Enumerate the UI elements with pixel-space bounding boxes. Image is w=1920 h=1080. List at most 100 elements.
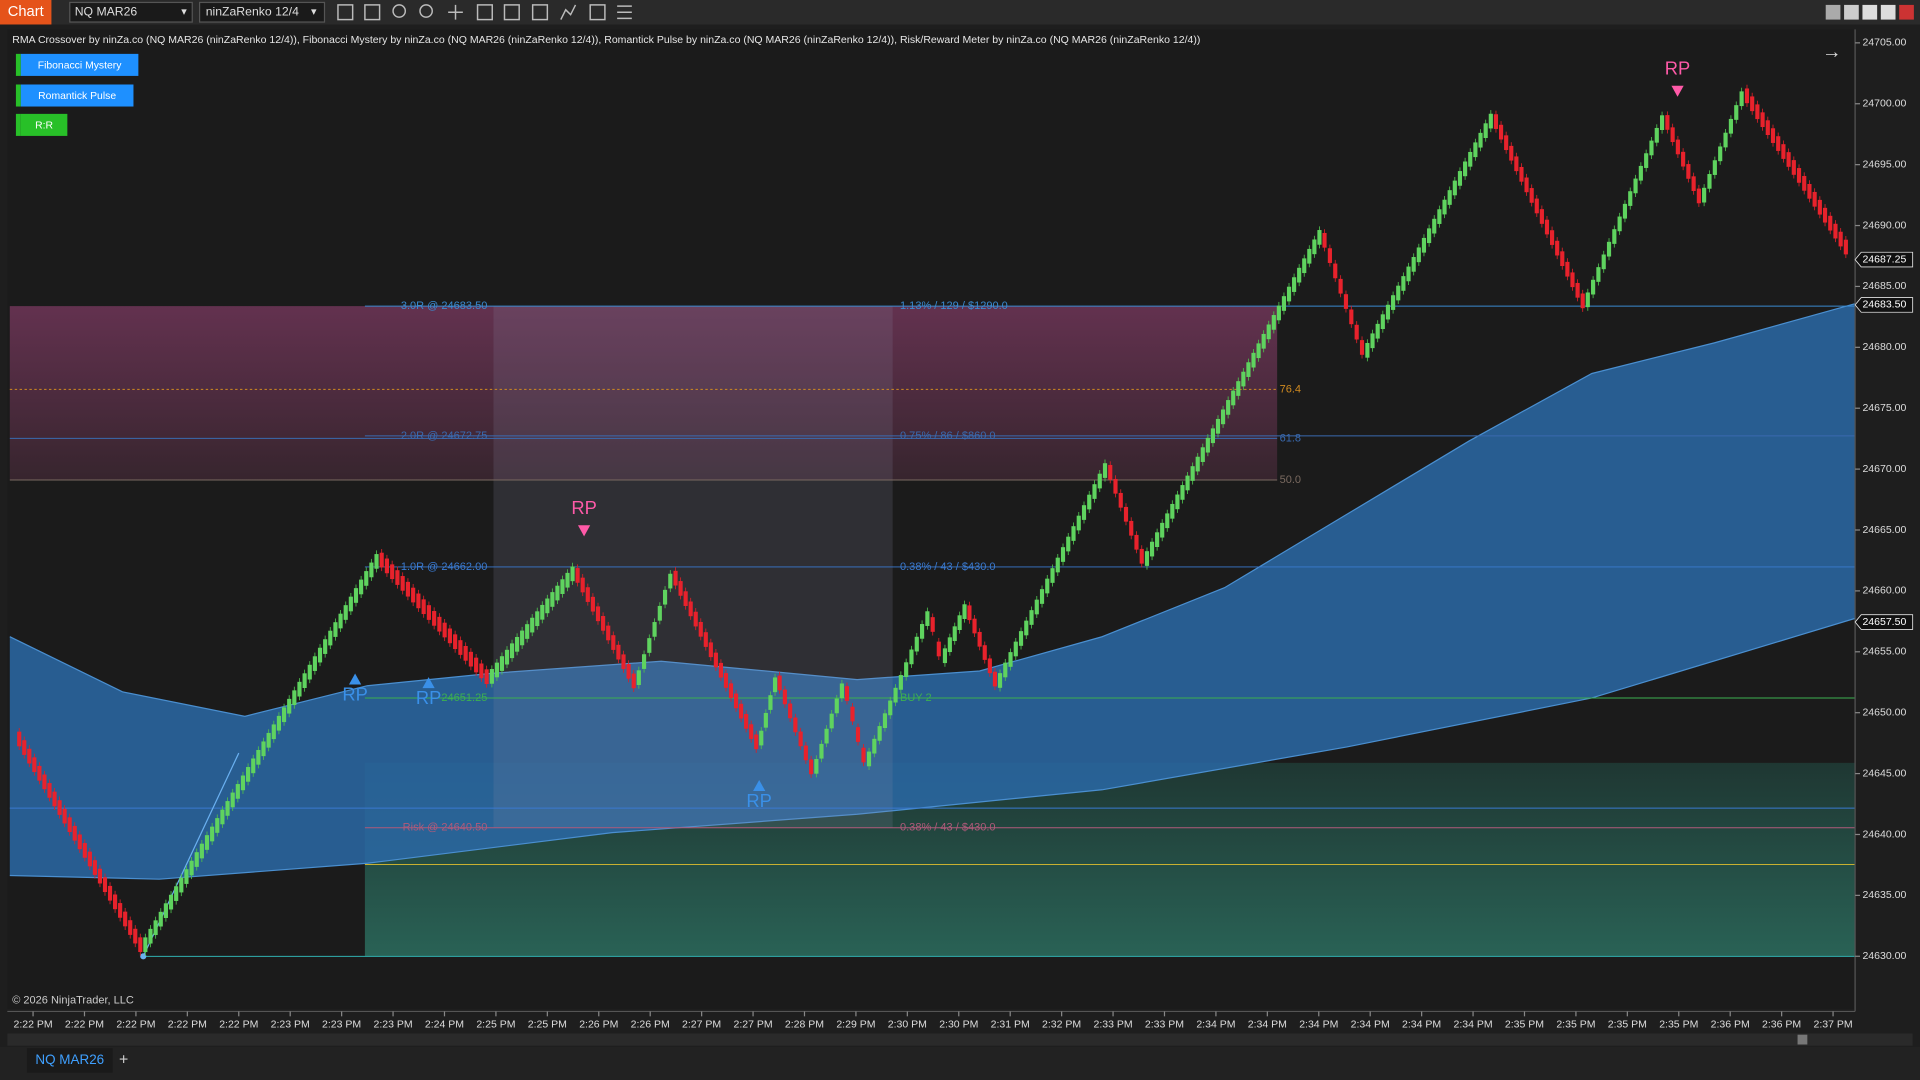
- dropdown-arrow[interactable]: ▾: [311, 6, 317, 18]
- renko-brick: [47, 783, 52, 798]
- indicator-button[interactable]: [20, 84, 134, 107]
- renko-brick: [829, 713, 834, 729]
- icon-properties[interactable]: [503, 4, 520, 21]
- renko-brick: [626, 663, 631, 679]
- renko-brick: [673, 570, 678, 586]
- renko-brick: [1493, 114, 1499, 129]
- renko-brick: [844, 686, 850, 701]
- indicator-button[interactable]: [20, 53, 139, 76]
- renko-brick: [1071, 526, 1076, 541]
- price-label: 24695.00: [1862, 158, 1906, 170]
- price-label: 24635.00: [1862, 889, 1906, 901]
- renko-brick: [1442, 199, 1447, 215]
- renko-brick: [194, 852, 199, 867]
- renko-brick: [323, 639, 328, 654]
- renko-brick: [204, 835, 210, 850]
- renko-brick: [530, 617, 535, 633]
- renko-brick: [728, 683, 734, 699]
- renko-brick: [652, 622, 657, 637]
- icon-template[interactable]: [476, 4, 493, 21]
- icon-list[interactable]: [617, 5, 632, 20]
- icon-trader[interactable]: [589, 4, 606, 21]
- copyright: © 2026 NinjaTrader, LLC: [12, 994, 134, 1006]
- time-label: 2:36 PM: [1711, 1019, 1750, 1031]
- time-label: 2:32 PM: [1042, 1019, 1081, 1031]
- time-label: 2:34 PM: [1351, 1019, 1390, 1031]
- renko-brick: [1638, 165, 1643, 181]
- renko-brick: [1755, 104, 1760, 120]
- time-label: 2:27 PM: [682, 1019, 721, 1031]
- icon-crosshair[interactable]: [448, 4, 463, 20]
- renko-brick: [499, 656, 505, 671]
- signal-label: RP: [416, 687, 442, 708]
- renko-brick: [515, 636, 520, 652]
- renko-brick: [1843, 239, 1848, 255]
- renko-brick: [1215, 418, 1221, 434]
- instrument-dropdown[interactable]: [69, 1, 193, 23]
- renko-brick: [893, 687, 898, 703]
- renko-brick: [606, 625, 611, 641]
- icon-indicators[interactable]: [531, 4, 549, 21]
- renko-brick: [411, 587, 416, 603]
- renko-brick: [952, 626, 957, 642]
- dropdown-arrow[interactable]: ▾: [181, 6, 187, 18]
- renko-brick: [189, 860, 194, 876]
- renko-brick: [1029, 610, 1034, 625]
- fib-label: 50.0: [1280, 474, 1301, 486]
- active-tab[interactable]: [26, 1048, 113, 1073]
- renko-brick: [1833, 223, 1838, 239]
- renko-brick: [1702, 187, 1707, 203]
- swing-point: [140, 953, 147, 960]
- renko-brick: [1786, 152, 1791, 167]
- renko-brick: [1170, 503, 1175, 519]
- scroll-right-arrow[interactable]: →: [1822, 41, 1842, 63]
- renko-brick: [348, 596, 353, 612]
- window-btn[interactable]: [1844, 4, 1859, 20]
- renko-brick: [1601, 254, 1606, 270]
- close-btn[interactable]: [1899, 4, 1914, 20]
- renko-brick: [390, 564, 395, 580]
- scrollbar-thumb[interactable]: [1797, 1034, 1808, 1045]
- renko-brick: [1246, 362, 1251, 377]
- renko-brick: [803, 745, 808, 761]
- signal-arrow: [422, 677, 435, 689]
- renko-brick: [1380, 314, 1385, 330]
- icon-strategies[interactable]: [560, 4, 577, 20]
- add-tab[interactable]: +: [119, 1052, 128, 1069]
- renko-brick: [133, 928, 138, 944]
- renko-brick: [400, 576, 405, 591]
- minimize-btn[interactable]: [1862, 4, 1878, 20]
- renko-brick: [42, 774, 47, 790]
- renko-brick: [297, 681, 302, 697]
- indicator-button[interactable]: [20, 113, 68, 136]
- icon-draw[interactable]: [364, 4, 381, 21]
- renko-brick: [1457, 171, 1463, 186]
- instrument-label: NQ MAR26: [75, 4, 138, 18]
- renko-brick: [925, 611, 930, 626]
- time-label: 2:34 PM: [1402, 1019, 1441, 1031]
- renko-brick: [1550, 230, 1555, 245]
- renko-brick: [102, 877, 108, 893]
- renko-brick: [1266, 324, 1271, 340]
- renko-brick: [1817, 199, 1822, 215]
- scrollbar[interactable]: [7, 1033, 1913, 1046]
- renko-brick: [1622, 203, 1628, 219]
- chart-badge-label: Chart: [8, 4, 44, 20]
- bartype-dropdown[interactable]: [198, 1, 326, 23]
- price-label: 24670.00: [1862, 463, 1906, 475]
- rr-right-label: 0.75% / 86 / $860.0: [900, 430, 996, 442]
- icon-zoom-out[interactable]: [419, 4, 433, 18]
- renko-brick: [777, 675, 782, 691]
- renko-brick: [479, 663, 484, 679]
- window-btn[interactable]: [1825, 4, 1841, 20]
- icon-zoom-in[interactable]: [392, 4, 407, 18]
- renko-brick: [57, 800, 62, 815]
- renko-brick: [772, 677, 778, 693]
- renko-brick: [861, 747, 866, 763]
- renko-brick: [1385, 304, 1391, 320]
- maximize-btn[interactable]: [1880, 4, 1896, 20]
- icon-bars[interactable]: [337, 4, 354, 21]
- renko-brick: [307, 664, 312, 680]
- renko-brick: [1226, 400, 1231, 415]
